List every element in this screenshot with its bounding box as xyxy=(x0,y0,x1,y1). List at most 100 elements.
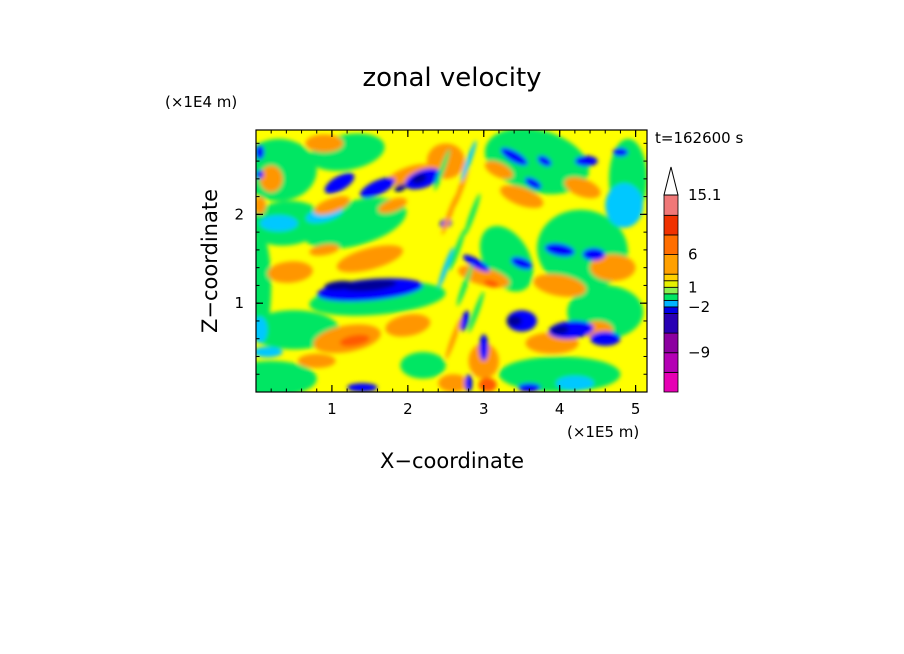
contour-region xyxy=(483,279,499,288)
contour-streak xyxy=(434,149,450,191)
colorbar-label: −9 xyxy=(688,344,710,362)
contour-region xyxy=(385,314,431,337)
x-tick-label: 2 xyxy=(403,400,413,418)
colorbar-segment xyxy=(663,273,679,282)
contour-streak xyxy=(460,140,477,182)
contour-region xyxy=(256,145,265,160)
contour-streak xyxy=(464,193,481,236)
contour-region xyxy=(347,383,378,392)
x-scale-label: (×1E5 m) xyxy=(567,423,639,441)
colorbar-segment xyxy=(663,306,679,314)
contour-region xyxy=(524,177,542,190)
colorbar-label: 6 xyxy=(688,246,698,264)
contour-region xyxy=(313,196,350,215)
contour-streak xyxy=(437,246,454,289)
colorbar-segment xyxy=(663,293,679,301)
contour-region xyxy=(537,155,552,167)
contour-region xyxy=(533,273,586,297)
contour-region xyxy=(411,173,427,184)
contour-region xyxy=(550,325,569,335)
contour-region xyxy=(256,346,283,358)
contour-region xyxy=(590,254,636,281)
x-tick-label: 5 xyxy=(631,400,641,418)
contour-streak xyxy=(456,264,473,307)
contour-streak xyxy=(468,291,485,333)
contour-region xyxy=(574,155,598,167)
contour-region xyxy=(478,377,497,392)
contour-region xyxy=(460,310,470,332)
colorbar-label: 1 xyxy=(688,278,698,296)
colorbar-segment xyxy=(663,352,679,373)
contour-region xyxy=(394,183,406,192)
contour-region xyxy=(360,177,395,199)
colorbar-segment xyxy=(663,286,679,295)
contour-streak xyxy=(445,318,462,360)
colorbar-label: −2 xyxy=(688,298,710,316)
contour-region xyxy=(544,243,575,257)
colorbar-segment xyxy=(663,313,679,334)
colorbar: 15.1 6 1 −2 −9 xyxy=(663,166,721,393)
contour-region xyxy=(297,353,336,369)
contour-region xyxy=(479,334,489,361)
contour-region xyxy=(259,215,298,232)
colorbar-label: 15.1 xyxy=(688,186,721,204)
contour-field xyxy=(256,130,647,392)
colorbar-segment xyxy=(663,234,679,255)
contour-region xyxy=(386,164,430,185)
contour-region xyxy=(400,352,446,379)
contour-streak xyxy=(449,229,466,271)
x-tick-label: 3 xyxy=(479,400,489,418)
contour-region xyxy=(256,196,266,215)
contour-region xyxy=(555,376,594,391)
contour-region xyxy=(378,197,408,214)
colorbar-segment xyxy=(663,299,679,308)
chart-title: zonal velocity xyxy=(362,63,541,93)
colorbar-segment xyxy=(663,280,679,288)
contour-region xyxy=(506,315,522,327)
contour-region xyxy=(267,261,313,283)
contour-region xyxy=(324,280,355,291)
contour-region xyxy=(462,254,490,272)
contour-region xyxy=(564,177,601,199)
time-label: t=162600 s xyxy=(655,129,743,147)
y-tick-label: 2 xyxy=(234,205,244,223)
contour-region xyxy=(582,248,606,261)
colorbar-segment xyxy=(663,371,679,393)
contour-region xyxy=(517,383,541,392)
contour-region xyxy=(256,232,272,339)
contour-region xyxy=(336,245,403,273)
contour-region xyxy=(500,147,528,166)
contour-region xyxy=(464,374,473,392)
colorbar-segment xyxy=(663,194,679,216)
contour-region xyxy=(612,147,629,157)
contour-region xyxy=(500,185,544,209)
contour-region xyxy=(510,256,533,270)
contour-region xyxy=(590,331,621,346)
y-axis-ticks: 12 xyxy=(234,142,647,375)
contour-region xyxy=(305,134,344,153)
x-axis-ticks: 1 2 3 4 5 xyxy=(270,130,641,418)
contour-region xyxy=(256,169,264,179)
colorbar-segment xyxy=(663,214,679,236)
contour-region xyxy=(259,165,283,193)
contour-region xyxy=(309,244,340,256)
contour-streak xyxy=(453,167,469,209)
contour-region xyxy=(256,360,317,392)
y-scale-label: (×1E4 m) xyxy=(165,93,237,111)
contour-region xyxy=(256,316,268,344)
contour-blobs xyxy=(256,130,647,392)
plot-frame xyxy=(255,129,648,393)
contour-region xyxy=(438,374,469,392)
x-tick-label: 4 xyxy=(555,400,565,418)
colorbar-extension xyxy=(663,166,679,196)
contour-region xyxy=(339,334,370,347)
colorbar-segment xyxy=(663,332,679,354)
y-tick-label: 1 xyxy=(234,294,244,312)
y-axis-label: Z−coordinate xyxy=(198,189,222,333)
contour-region xyxy=(605,183,644,228)
colorbar-segment xyxy=(663,254,679,275)
contour-region xyxy=(484,160,514,180)
x-axis-label: X−coordinate xyxy=(380,449,524,473)
x-tick-label: 1 xyxy=(327,400,337,418)
